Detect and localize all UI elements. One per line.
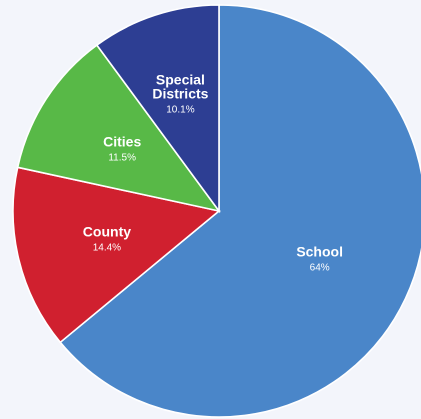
pie-label-name: Special (156, 72, 205, 88)
pie-label-percent: 10.1% (166, 105, 194, 116)
pie-slice-school (59, 4, 421, 418)
pie-label-name: Districts (152, 86, 208, 102)
pie-label-percent: 14.4% (93, 242, 121, 253)
pie-label-percent: 11.5% (108, 152, 136, 163)
pie-label-name: Cities (103, 133, 141, 149)
pie-slices (12, 4, 421, 418)
pie-label-percent: 64% (310, 262, 330, 273)
pie-label-name: County (83, 223, 131, 239)
pie-label-name: School (296, 243, 343, 259)
pie-labels: School 64% County 14.4% Cities 11.5% SpecialDi… (83, 72, 343, 274)
pie-slice-cities (16, 43, 221, 213)
pie-slice-special-districts (95, 4, 220, 214)
pie-slice-county (12, 166, 221, 344)
